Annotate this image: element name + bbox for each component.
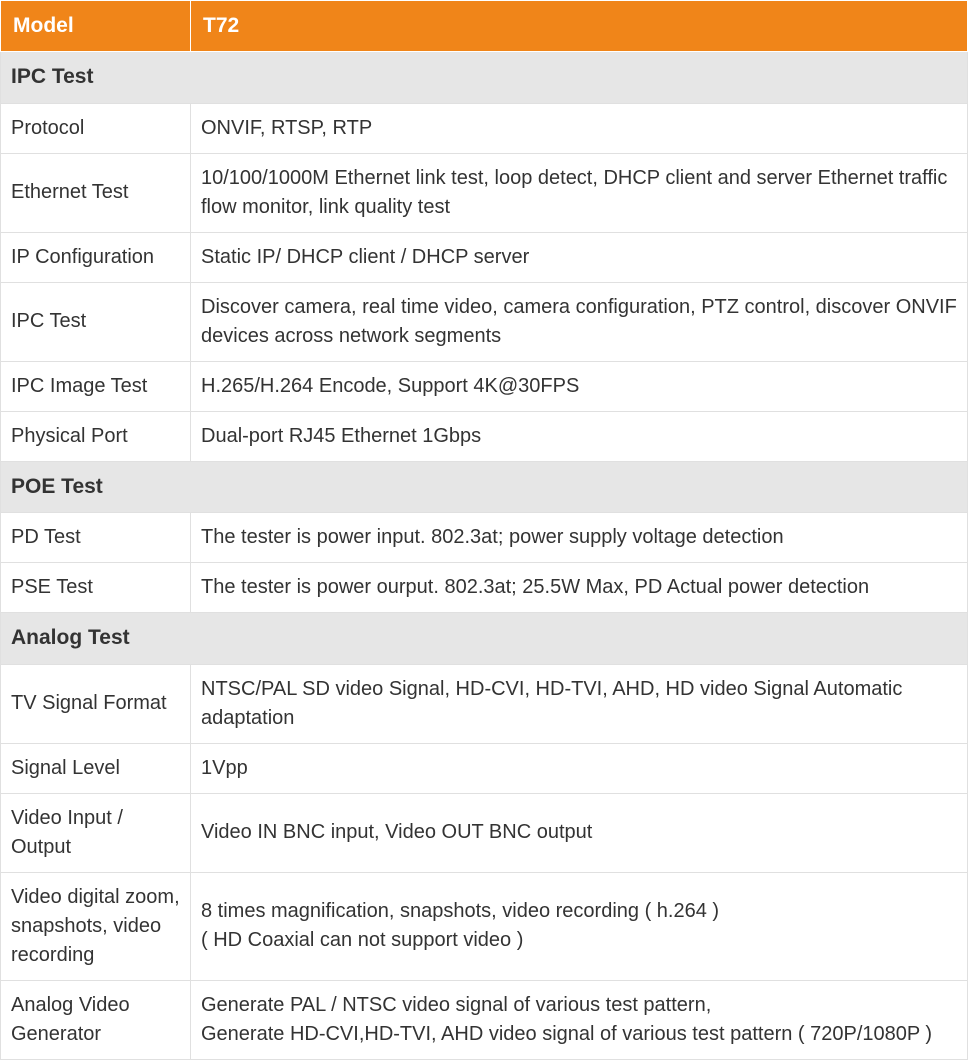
row-value: ONVIF, RTSP, RTP: [191, 103, 968, 153]
row-label: IPC Image Test: [1, 361, 191, 411]
table-row: Physical PortDual-port RJ45 Ethernet 1Gb…: [1, 411, 968, 461]
section-row: IPC Test: [1, 52, 968, 103]
row-value: 8 times magnification, snapshots, video …: [191, 872, 968, 980]
row-label: IPC Test: [1, 282, 191, 361]
table-row: Signal Level1Vpp: [1, 743, 968, 793]
row-value: H.265/H.264 Encode, Support 4K@30FPS: [191, 361, 968, 411]
row-value: Generate PAL / NTSC video signal of vari…: [191, 980, 968, 1059]
table-row: IPC TestDiscover camera, real time video…: [1, 282, 968, 361]
table-row: PSE TestThe tester is power ourput. 802.…: [1, 563, 968, 613]
section-row: Analog Test: [1, 613, 968, 664]
row-value: NTSC/PAL SD video Signal, HD-CVI, HD-TVI…: [191, 664, 968, 743]
section-title: POE Test: [1, 461, 968, 512]
section-row: POE Test: [1, 461, 968, 512]
section-title: Analog Test: [1, 613, 968, 664]
row-value: Static IP/ DHCP client / DHCP server: [191, 232, 968, 282]
table-row: IP ConfigurationStatic IP/ DHCP client /…: [1, 232, 968, 282]
row-label: PD Test: [1, 513, 191, 563]
table-row: TV Signal FormatNTSC/PAL SD video Signal…: [1, 664, 968, 743]
table-row: PD TestThe tester is power input. 802.3a…: [1, 513, 968, 563]
row-label: Signal Level: [1, 743, 191, 793]
row-label: Ethernet Test: [1, 153, 191, 232]
table-row: IPC Image TestH.265/H.264 Encode, Suppor…: [1, 361, 968, 411]
row-label: Analog Video Generator: [1, 980, 191, 1059]
row-label: IP Configuration: [1, 232, 191, 282]
table-row: ProtocolONVIF, RTSP, RTP: [1, 103, 968, 153]
table-row: Ethernet Test10/100/1000M Ethernet link …: [1, 153, 968, 232]
row-label: TV Signal Format: [1, 664, 191, 743]
section-title: IPC Test: [1, 52, 968, 103]
row-value: Dual-port RJ45 Ethernet 1Gbps: [191, 411, 968, 461]
row-label: Video digital zoom, snapshots, video rec…: [1, 872, 191, 980]
spec-table: Model T72 IPC TestProtocolONVIF, RTSP, R…: [0, 0, 968, 1060]
row-value: 1Vpp: [191, 743, 968, 793]
table-row: Video digital zoom, snapshots, video rec…: [1, 872, 968, 980]
header-model-label: Model: [1, 1, 191, 52]
header-model-value: T72: [191, 1, 968, 52]
table-row: Analog Video GeneratorGenerate PAL / NTS…: [1, 980, 968, 1059]
row-value: Discover camera, real time video, camera…: [191, 282, 968, 361]
row-label: PSE Test: [1, 563, 191, 613]
table-row: Video Input / OutputVideo IN BNC input, …: [1, 793, 968, 872]
row-value: Video IN BNC input, Video OUT BNC output: [191, 793, 968, 872]
row-label: Physical Port: [1, 411, 191, 461]
table-header-row: Model T72: [1, 1, 968, 52]
row-label: Video Input / Output: [1, 793, 191, 872]
row-label: Protocol: [1, 103, 191, 153]
row-value: The tester is power input. 802.3at; powe…: [191, 513, 968, 563]
row-value: 10/100/1000M Ethernet link test, loop de…: [191, 153, 968, 232]
row-value: The tester is power ourput. 802.3at; 25.…: [191, 563, 968, 613]
